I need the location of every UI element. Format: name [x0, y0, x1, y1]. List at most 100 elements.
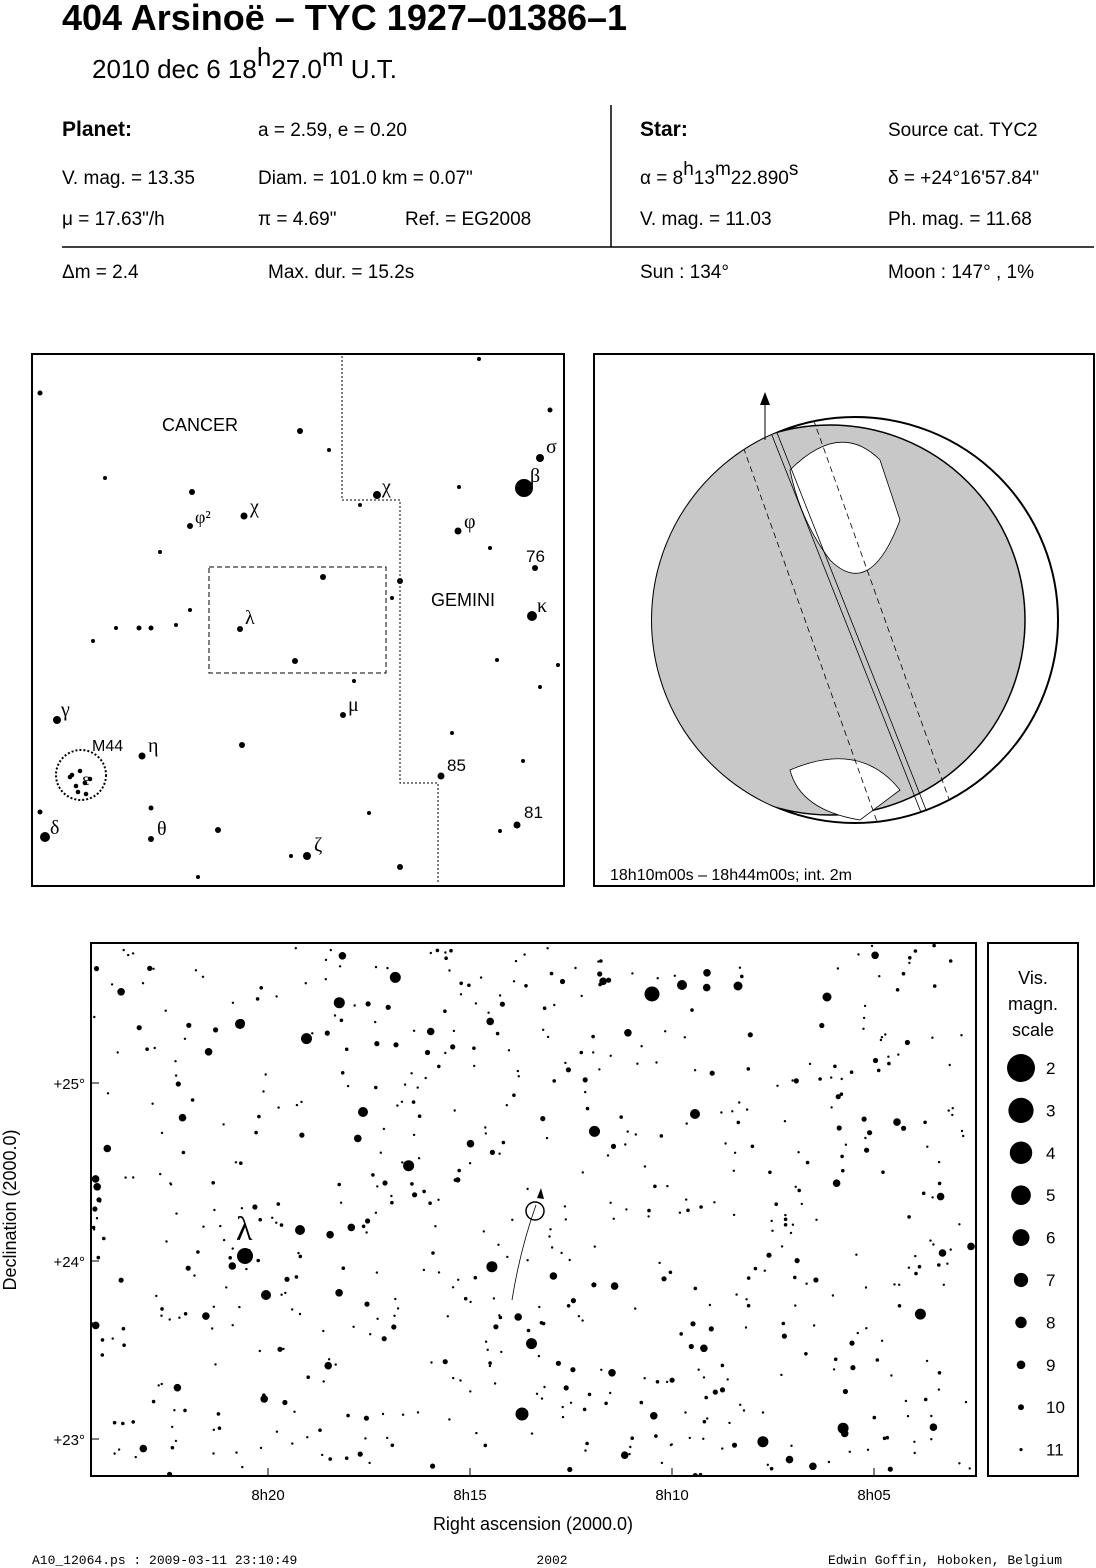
star — [121, 1326, 126, 1331]
star — [791, 1223, 795, 1226]
star — [757, 1436, 769, 1448]
star — [864, 1286, 868, 1289]
star — [486, 1017, 495, 1026]
star — [624, 1029, 632, 1037]
star — [913, 1451, 916, 1455]
star — [196, 875, 200, 879]
star — [745, 1298, 748, 1301]
legend-dot — [1008, 1097, 1034, 1124]
star — [437, 1271, 441, 1274]
star — [390, 596, 394, 600]
star — [275, 1221, 278, 1224]
star — [131, 1420, 135, 1424]
star — [542, 1006, 547, 1010]
star — [113, 1452, 116, 1455]
star — [497, 1243, 500, 1247]
map-label: η — [148, 735, 158, 757]
map-label: κ — [537, 595, 547, 617]
star — [341, 1266, 346, 1270]
source: Source cat. TYC2 — [888, 120, 1038, 141]
x-axis-label: Right ascension (2000.0) — [433, 1514, 633, 1534]
star — [258, 1217, 263, 1222]
star — [917, 1264, 922, 1269]
star — [914, 1271, 918, 1276]
star — [809, 1462, 817, 1471]
star — [740, 974, 744, 979]
star — [498, 829, 502, 833]
star — [512, 980, 516, 983]
star — [548, 1235, 551, 1238]
star — [968, 1467, 971, 1470]
star — [840, 1077, 843, 1081]
star — [582, 1077, 588, 1083]
star — [606, 977, 612, 983]
star — [477, 357, 481, 361]
cluster-ring — [55, 749, 107, 801]
alpha-part: m — [715, 159, 731, 180]
star — [612, 1217, 615, 1221]
star — [151, 1102, 154, 1105]
alpha-part: 13 — [694, 168, 715, 189]
pi: π = 4.69" — [258, 209, 337, 230]
star — [40, 832, 50, 842]
star — [495, 658, 499, 662]
shadow-path — [761, 417, 933, 823]
star — [374, 1041, 380, 1047]
star — [948, 959, 953, 963]
star — [857, 953, 860, 956]
alpha-part: 22.890 — [731, 168, 789, 189]
star — [526, 1187, 529, 1191]
star — [483, 1443, 488, 1448]
star — [871, 951, 879, 960]
star — [738, 966, 742, 969]
star — [390, 1200, 394, 1205]
star — [334, 1363, 337, 1366]
map-label: CANCER — [162, 415, 238, 435]
star — [493, 1324, 499, 1330]
star — [579, 1050, 584, 1055]
star — [416, 1086, 419, 1089]
star — [147, 965, 153, 972]
star — [800, 1202, 803, 1206]
star — [446, 1315, 449, 1318]
star — [650, 1412, 658, 1420]
star — [374, 965, 378, 969]
star — [931, 1036, 934, 1039]
star — [794, 1258, 800, 1264]
star — [745, 1108, 749, 1111]
star — [783, 1223, 788, 1227]
star — [91, 1322, 94, 1325]
star — [907, 1266, 911, 1269]
star — [643, 1377, 646, 1380]
star — [424, 1049, 431, 1056]
star — [907, 1215, 911, 1219]
star — [297, 428, 303, 434]
star — [514, 1313, 522, 1321]
star — [214, 1363, 217, 1366]
star — [881, 1170, 885, 1174]
star — [958, 1462, 961, 1465]
star — [291, 1308, 294, 1311]
star — [262, 1090, 265, 1093]
bright-star — [677, 980, 687, 990]
star — [257, 1114, 261, 1119]
star — [277, 1346, 283, 1352]
star — [117, 988, 125, 996]
star — [570, 1298, 577, 1304]
star — [702, 1437, 705, 1441]
star — [379, 1151, 382, 1154]
star — [145, 1047, 149, 1051]
star — [450, 1044, 456, 1050]
star — [442, 1359, 448, 1365]
star — [523, 953, 526, 956]
star — [643, 1165, 647, 1168]
star — [292, 658, 298, 664]
star — [489, 1149, 495, 1155]
legend-label: 2 — [1046, 1059, 1055, 1078]
star — [685, 1122, 688, 1125]
star — [929, 1423, 938, 1431]
star — [157, 1384, 160, 1387]
dm: Δm = 2.4 — [62, 262, 139, 283]
star — [443, 1009, 447, 1013]
star — [175, 1081, 181, 1087]
